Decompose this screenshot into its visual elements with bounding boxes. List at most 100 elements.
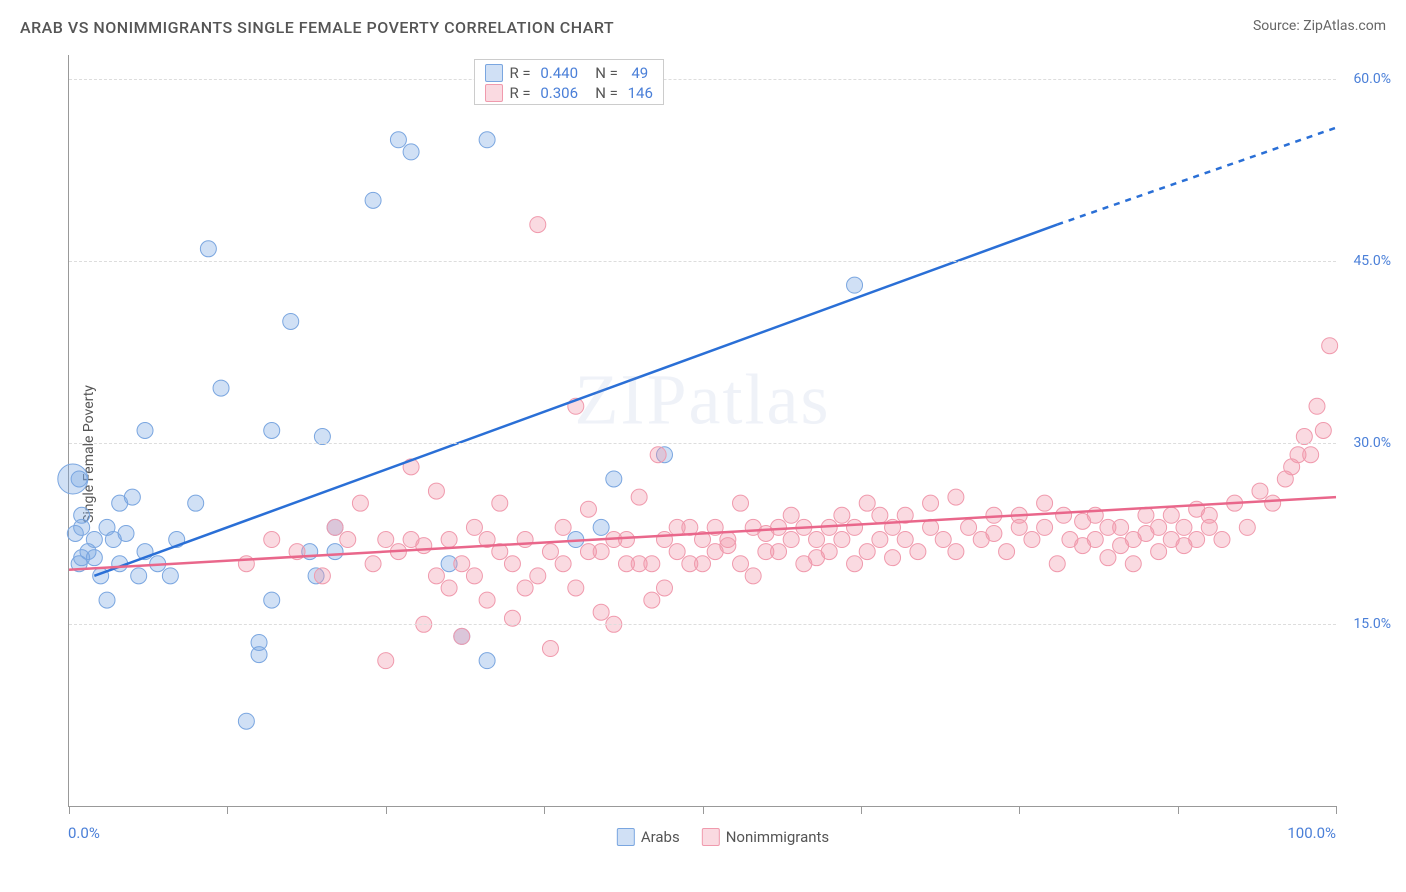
data-point (264, 423, 280, 439)
data-point (999, 544, 1015, 560)
data-point (631, 489, 647, 505)
data-point (821, 544, 837, 560)
data-point (783, 532, 799, 548)
correlation-legend: R = 0.440 N = 49 R = 0.306 N = 146 (474, 59, 663, 105)
data-point (365, 192, 381, 208)
data-point (1189, 532, 1205, 548)
legend-label-arabs: Arabs (641, 828, 680, 846)
swatch-nonimmigrants (702, 828, 720, 846)
data-point (441, 532, 457, 548)
data-point (1201, 507, 1217, 523)
n-label: N = (584, 64, 625, 82)
data-point (1265, 495, 1281, 511)
data-point (238, 713, 254, 729)
source-link[interactable]: ZipAtlas.com (1303, 18, 1386, 34)
data-point (872, 532, 888, 548)
data-point (847, 556, 863, 572)
gridline (69, 443, 1336, 444)
r-label: R = (509, 64, 534, 82)
data-point (466, 568, 482, 584)
data-point (1113, 519, 1129, 535)
data-point (466, 519, 482, 535)
data-point (593, 544, 609, 560)
data-point (264, 592, 280, 608)
data-point (859, 544, 875, 560)
data-point (1100, 550, 1116, 566)
data-point (606, 471, 622, 487)
data-point (124, 489, 140, 505)
y-tick-label: 30.0% (1353, 435, 1391, 451)
legend-item-nonimmigrants: Nonimmigrants (702, 828, 829, 846)
data-point (1176, 519, 1192, 535)
r-value-nonimmigrants: 0.306 (540, 84, 578, 102)
data-point (454, 556, 470, 572)
data-point (961, 519, 977, 535)
data-point (834, 532, 850, 548)
data-point (403, 144, 419, 160)
data-point (1151, 544, 1167, 560)
n-label: N = (584, 84, 622, 102)
data-point (86, 532, 102, 548)
data-point (479, 132, 495, 148)
plot-area: ZIPatlas R = 0.440 N = 49 R = 0.306 N = … (68, 55, 1336, 807)
y-tick-label: 15.0% (1353, 616, 1391, 632)
data-point (555, 556, 571, 572)
gridline (69, 624, 1336, 625)
y-tick-label: 60.0% (1353, 71, 1391, 87)
data-point (118, 525, 134, 541)
data-point (1049, 556, 1065, 572)
data-point (314, 568, 330, 584)
data-point (530, 568, 546, 584)
data-point (378, 532, 394, 548)
data-point (834, 507, 850, 523)
data-point (897, 532, 913, 548)
data-point (1214, 532, 1230, 548)
data-point (745, 568, 761, 584)
data-point (872, 507, 888, 523)
data-point (1322, 338, 1338, 354)
data-point (1024, 532, 1040, 548)
trend-line (94, 225, 1057, 576)
data-point (644, 556, 660, 572)
data-point (809, 532, 825, 548)
data-point (137, 423, 153, 439)
data-point (1087, 532, 1103, 548)
x-min-label: 0.0% (68, 824, 100, 842)
data-point (492, 495, 508, 511)
data-point (479, 592, 495, 608)
data-point (188, 495, 204, 511)
data-point (264, 532, 280, 548)
legend-row-arabs: R = 0.440 N = 49 (485, 63, 652, 83)
data-point (416, 538, 432, 554)
data-point (251, 634, 267, 650)
data-point (504, 556, 520, 572)
data-point (1309, 398, 1325, 414)
gridline (69, 79, 1336, 80)
data-point (428, 483, 444, 499)
data-point (885, 550, 901, 566)
data-point (555, 519, 571, 535)
data-point (923, 495, 939, 511)
chart-title: ARAB VS NONIMMIGRANTS SINGLE FEMALE POVE… (20, 18, 614, 37)
data-point (530, 217, 546, 233)
data-point (644, 592, 660, 608)
source-credit: Source: ZipAtlas.com (1253, 18, 1386, 34)
data-point (1056, 507, 1072, 523)
data-point (733, 495, 749, 511)
data-point (568, 580, 584, 596)
data-point (720, 538, 736, 554)
data-point (390, 132, 406, 148)
data-point (283, 313, 299, 329)
data-point (1138, 507, 1154, 523)
n-value-nonimmigrants: 146 (628, 84, 653, 102)
data-point (441, 580, 457, 596)
data-point (1037, 519, 1053, 535)
data-point (86, 550, 102, 566)
legend-row-nonimmigrants: R = 0.306 N = 146 (485, 83, 652, 103)
swatch-arabs (485, 64, 503, 82)
data-point (365, 556, 381, 572)
data-point (771, 544, 787, 560)
r-value-arabs: 0.440 (540, 64, 578, 82)
chart-container: Single Female Poverty ZIPatlas R = 0.440… (50, 55, 1396, 852)
trend-line-extrapolated (1057, 128, 1336, 225)
